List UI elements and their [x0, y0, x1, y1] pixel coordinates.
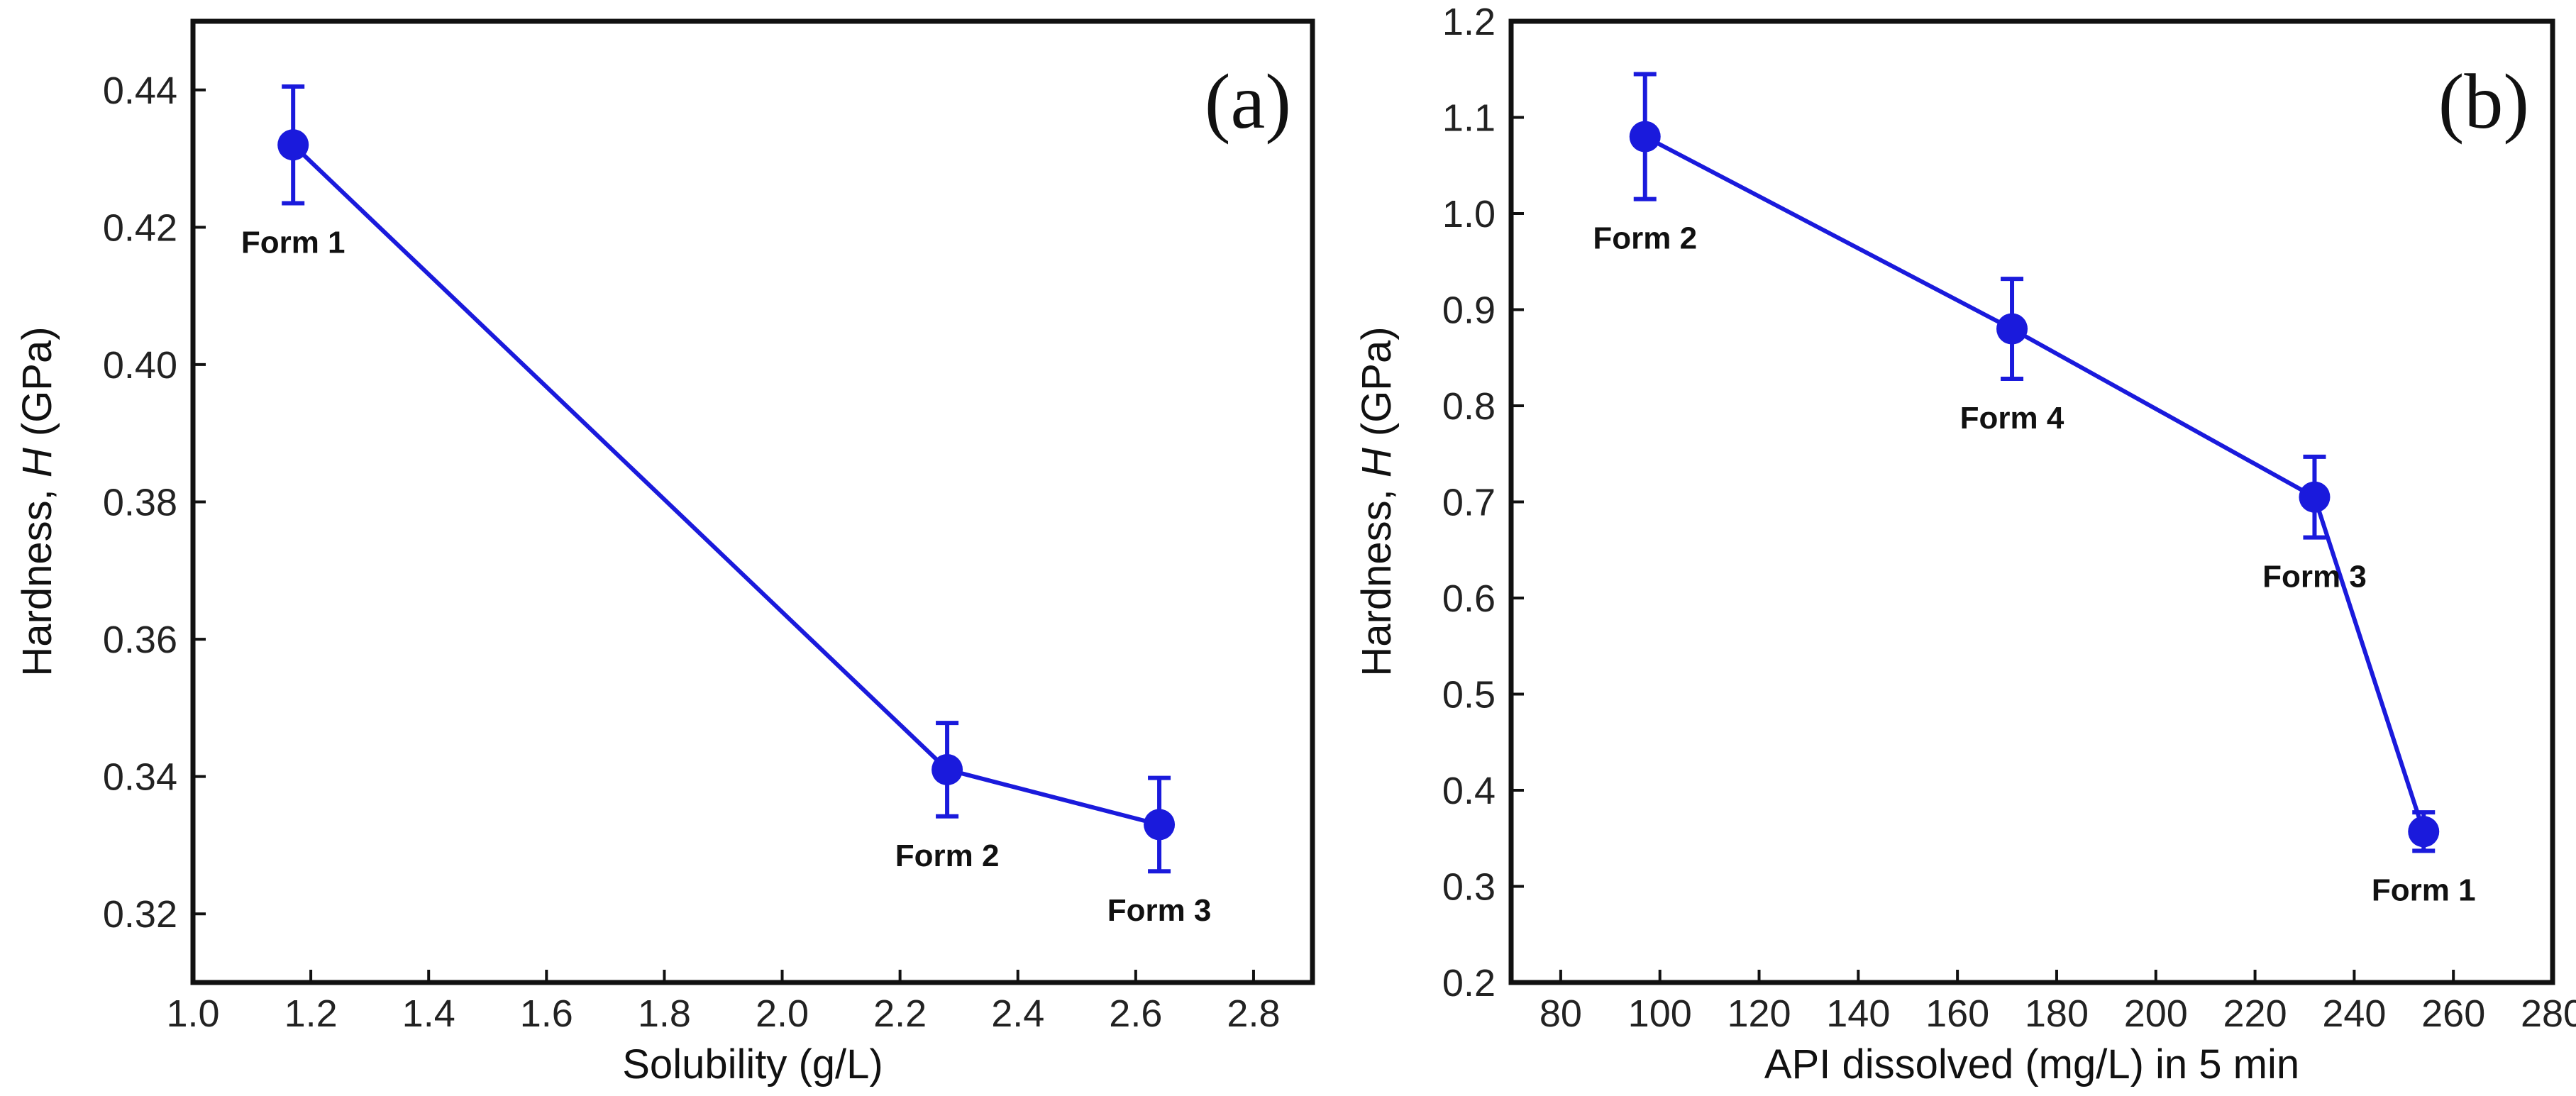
y-tick-label-b: 0.9	[1442, 289, 1496, 332]
y-tick-label-b: 1.1	[1442, 97, 1496, 140]
point-label: Form 1	[241, 225, 346, 260]
x-tick-label-b: 80	[1539, 992, 1582, 1035]
x-tick-label-a: 1.6	[520, 992, 573, 1035]
point-label: Form 3	[1107, 893, 1212, 928]
y-axis-title-var-a: H	[14, 448, 60, 477]
x-tick-label-b: 120	[1727, 992, 1791, 1035]
y-tick-label-b: 0.3	[1442, 866, 1496, 909]
x-tick-label-b: 200	[2124, 992, 2188, 1035]
y-tick-label-b: 0.8	[1442, 385, 1496, 428]
x-tick-label-b: 240	[2322, 992, 2386, 1035]
x-tick-label-b: 260	[2421, 992, 2485, 1035]
data-point	[932, 753, 963, 785]
ticks-a: 1.0 1.2 1.4 1.6 1.8 2.0 2.2 2.4 2.6 2.8 0.32 0.34 0.…	[103, 70, 1281, 1035]
series-line-a	[292, 143, 1160, 827]
point-label: Form 3	[2262, 560, 2367, 594]
data-point	[2299, 481, 2331, 513]
y-tick-label-a: 0.40	[103, 344, 177, 387]
y-axis-title-var-b: H	[1354, 448, 1400, 477]
y-axis-title-b: Hardness, H (GPa)	[1354, 326, 1400, 676]
chart-panel-b: 80 100 120 140 160 180 200 220 240 260 280 0.2 0.3 0.…	[1354, 1, 2576, 1087]
y-tick-label-b: 0.7	[1442, 482, 1496, 524]
y-tick-label-b: 0.2	[1442, 962, 1496, 1004]
ticks-b: 80 100 120 140 160 180 200 220 240 260 280 0.2 0.3 0.…	[1442, 1, 2576, 1035]
x-tick-label-a: 2.2	[873, 992, 927, 1035]
x-tick-label-a: 1.8	[638, 992, 691, 1035]
y-tick-label-b: 1.0	[1442, 193, 1496, 236]
y-axis-title-suffix-a: (GPa)	[14, 326, 60, 448]
data-point	[1144, 809, 1176, 841]
panel-label-a: (a)	[1205, 58, 1291, 145]
x-axis-title-a: Solubility (g/L)	[622, 1041, 883, 1087]
x-tick-label-a: 2.8	[1227, 992, 1280, 1035]
y-tick-label-a: 0.44	[103, 70, 177, 112]
x-axis-title-b: API dissolved (mg/L) in 5 min	[1764, 1041, 2299, 1087]
y-tick-label-b: 0.5	[1442, 674, 1496, 716]
plot-frame-a	[190, 18, 1315, 985]
data-point	[1629, 121, 1661, 153]
x-tick-label-a: 1.0	[166, 992, 219, 1035]
data-point	[1996, 313, 2028, 345]
point-label: Form 2	[1593, 221, 1697, 256]
x-tick-label-b: 100	[1628, 992, 1692, 1035]
x-tick-label-b: 140	[1826, 992, 1890, 1035]
series-line-b	[1644, 134, 2426, 833]
x-tick-label-b: 160	[1925, 992, 1989, 1035]
panel-label-b: (b)	[2438, 58, 2529, 145]
x-tick-label-a: 2.6	[1109, 992, 1162, 1035]
x-tick-label-b: 280	[2521, 992, 2576, 1035]
data-marks-a: Form 1 Form 2 Form 3	[241, 84, 1212, 928]
point-label: Form 1	[2372, 873, 2476, 907]
x-tick-label-b: 220	[2223, 992, 2287, 1035]
data-marks-b: Form 2 Form 4 Form 3 Form 1	[1593, 72, 2476, 907]
data-point	[277, 129, 309, 161]
plot-frame-b	[1508, 18, 2555, 985]
y-axis-title-prefix-b: Hardness,	[1354, 477, 1400, 676]
y-tick-label-b: 0.6	[1442, 577, 1496, 620]
x-tick-label-a: 1.4	[402, 992, 455, 1035]
point-label: Form 4	[1960, 401, 2064, 436]
y-tick-label-a: 0.38	[103, 482, 177, 524]
y-tick-label-a: 0.32	[103, 893, 177, 936]
y-tick-label-a: 0.34	[103, 756, 177, 799]
y-tick-label-a: 0.42	[103, 206, 177, 249]
data-point	[2408, 816, 2440, 848]
y-tick-label-a: 0.36	[103, 619, 177, 661]
x-tick-label-a: 1.2	[284, 992, 338, 1035]
x-tick-label-a: 2.0	[756, 992, 809, 1035]
y-axis-title-a: Hardness, H (GPa)	[14, 326, 60, 676]
x-tick-label-a: 2.4	[991, 992, 1044, 1035]
y-axis-title-suffix-b: (GPa)	[1354, 326, 1400, 448]
y-axis-title-prefix-a: Hardness,	[14, 477, 60, 676]
y-tick-label-b: 0.4	[1442, 770, 1496, 812]
y-tick-label-b: 1.2	[1442, 1, 1496, 43]
chart-panel-a: 1.0 1.2 1.4 1.6 1.8 2.0 2.2 2.4 2.6 2.8 0.32 0.34 0.…	[14, 18, 1315, 1087]
point-label: Form 2	[895, 838, 1000, 873]
x-tick-label-b: 180	[2025, 992, 2089, 1035]
